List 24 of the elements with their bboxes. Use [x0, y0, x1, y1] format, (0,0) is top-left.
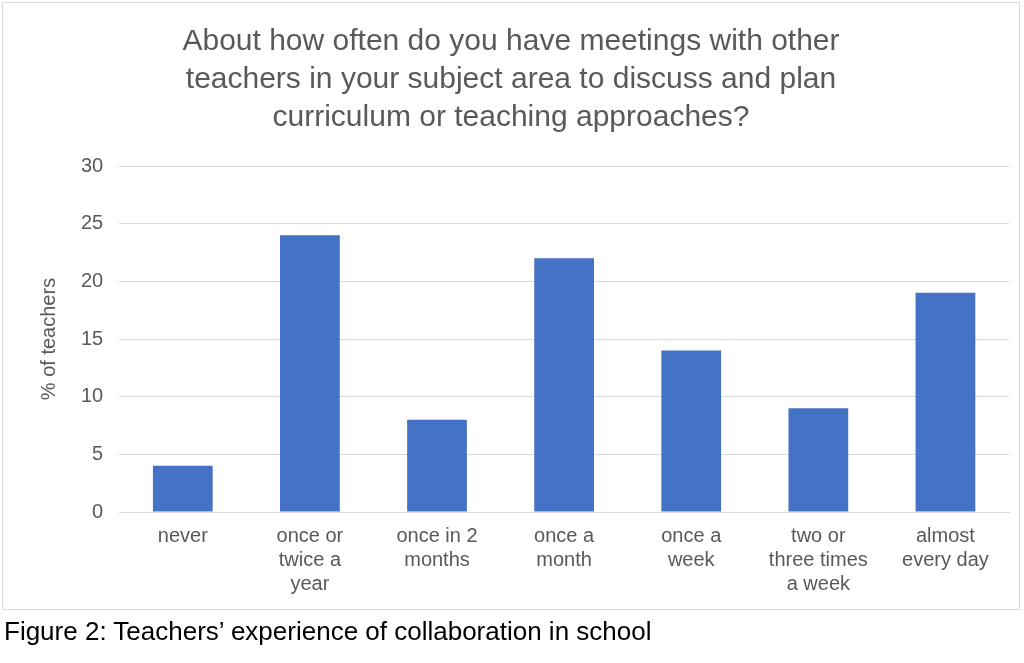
- y-tick-label: 5: [92, 441, 104, 464]
- y-tick-label: 20: [81, 268, 104, 291]
- y-tick-label: 0: [92, 499, 104, 522]
- x-tick-label: never: [157, 523, 209, 546]
- x-tick-label: once or twice a year: [276, 523, 344, 594]
- x-tick-label: once a month: [534, 523, 596, 570]
- x-tick-label: almost every day: [902, 523, 989, 570]
- y-axis-title: % of teachers: [36, 277, 59, 401]
- bar: [788, 408, 849, 512]
- bar: [915, 292, 976, 512]
- caption: Figure 2: Teachers’ experience of collaboration in school: [4, 616, 652, 647]
- y-tick-label: 30: [81, 153, 104, 176]
- bar: [407, 419, 467, 512]
- y-tick-label: 25: [81, 211, 104, 234]
- bar: [534, 258, 594, 512]
- bar: [152, 465, 213, 512]
- x-tick-label: two or three times a week: [768, 523, 868, 594]
- y-tick-label: 15: [81, 326, 104, 349]
- x-tick-label: once in 2 months: [396, 523, 478, 570]
- bar: [661, 350, 722, 512]
- y-tick-label: 10: [81, 384, 104, 407]
- chart-title: About how often do you have meetings with other teachers in your subject area to discuss and plan curriculum or teaching approaches?: [181, 22, 841, 134]
- bar: [280, 235, 340, 512]
- x-tick-label: once a week: [661, 523, 723, 570]
